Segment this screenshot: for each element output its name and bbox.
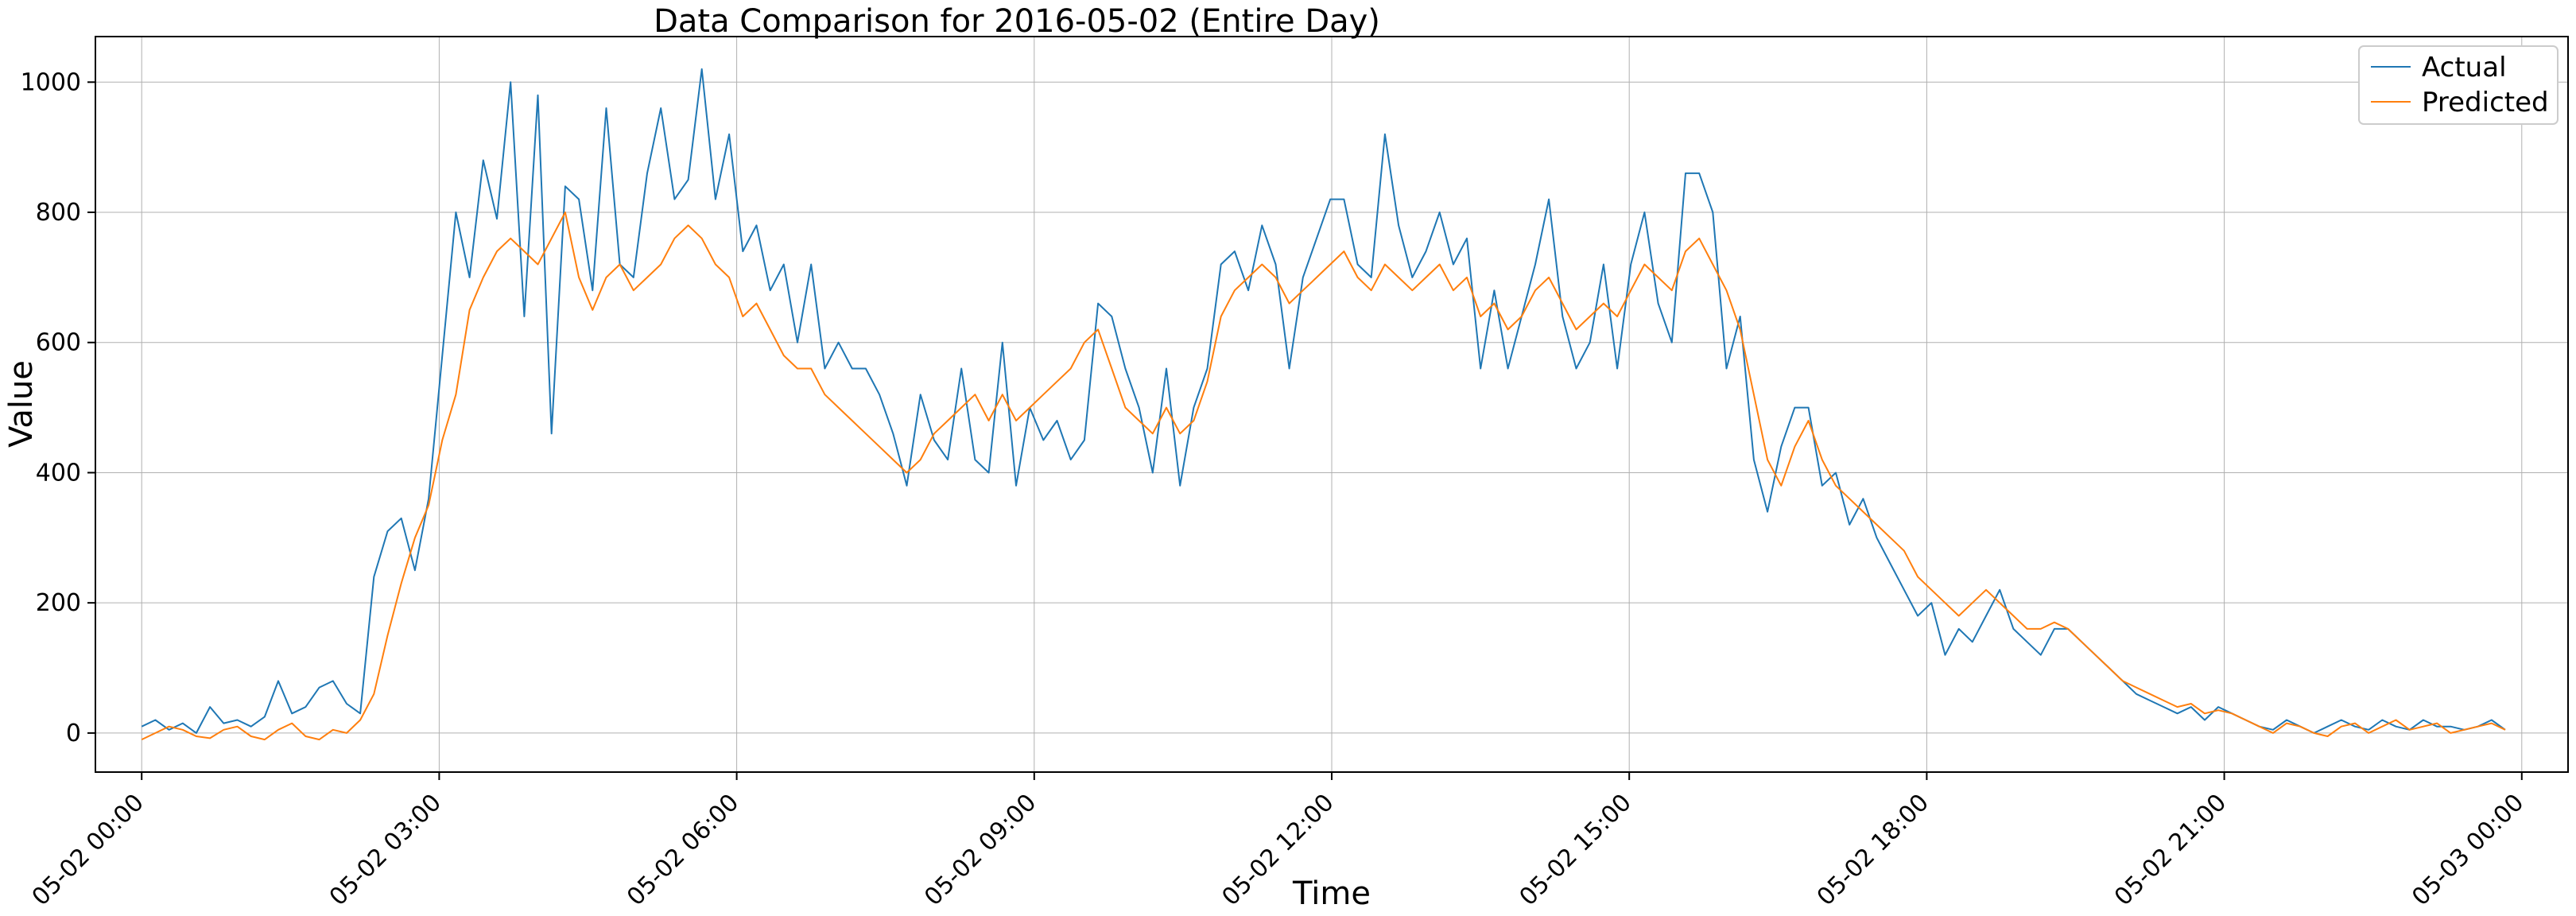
- series-layer: [141, 68, 2506, 741]
- x-tick-label: 05-02 18:00: [1812, 789, 1934, 911]
- x-tick-label: 05-02 06:00: [622, 789, 744, 911]
- x-tick-label: 05-02 00:00: [27, 789, 149, 911]
- y-tick-label: 800: [36, 199, 81, 227]
- y-tick-label: 200: [36, 589, 81, 617]
- y-axis-label: Value: [3, 360, 40, 448]
- y-tick-label: 600: [36, 329, 81, 357]
- legend: Actual Predicted: [2358, 45, 2559, 125]
- grid-lines: [95, 37, 2568, 772]
- x-tick-label: 05-02 21:00: [2109, 789, 2232, 911]
- series-line-predicted: [141, 212, 2506, 741]
- x-axis-label: Time: [1292, 875, 1371, 912]
- legend-label-actual: Actual: [2422, 52, 2507, 83]
- chart-title: Data Comparison for 2016-05-02 (Entire D…: [654, 3, 1380, 40]
- x-tick-label: 05-02 15:00: [1515, 789, 1637, 911]
- legend-box: [2358, 45, 2559, 125]
- y-axis-ticks: 0 200 400 600 800 1000: [21, 68, 95, 747]
- x-tick-label: 05-02 03:00: [324, 789, 447, 911]
- y-tick-label: 0: [66, 720, 81, 747]
- x-tick-label: 05-02 09:00: [919, 789, 1042, 911]
- x-axis-ticks: 05-02 00:00 05-02 03:00 05-02 06:00 05-02 0…: [27, 772, 2529, 911]
- y-tick-label: 1000: [21, 68, 81, 96]
- y-tick-label: 400: [36, 459, 81, 487]
- legend-label-predicted: Predicted: [2422, 87, 2549, 118]
- x-tick-label: 05-03 00:00: [2407, 789, 2529, 911]
- series-line-actual: [141, 68, 2506, 734]
